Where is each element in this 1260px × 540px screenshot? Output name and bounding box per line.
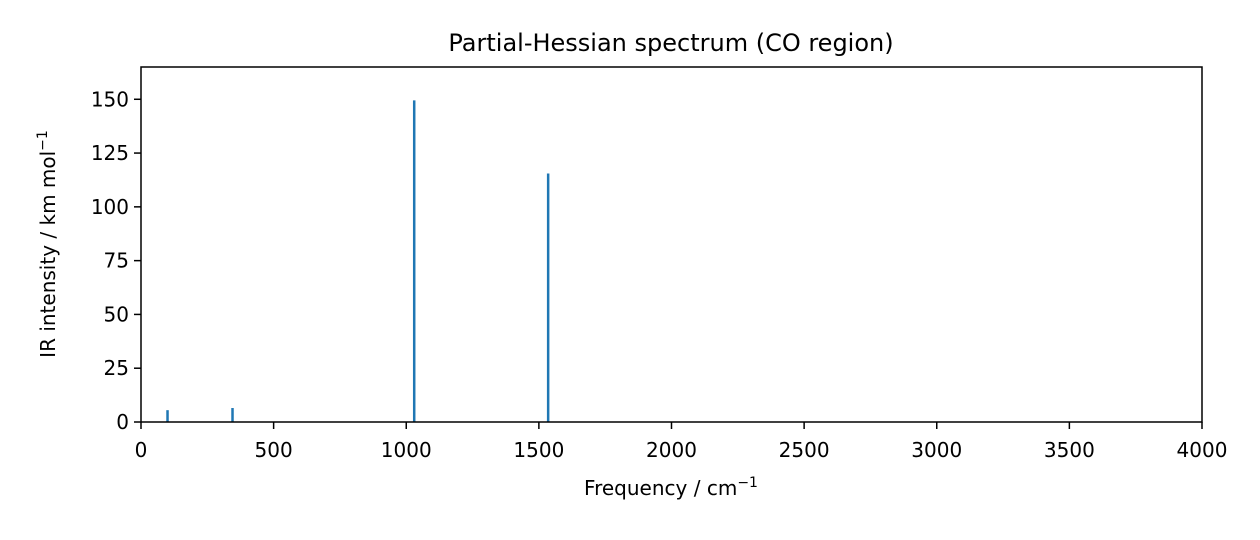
y-tick-label: 0 bbox=[116, 410, 129, 434]
y-axis-title: IR intensity / km mol−1 bbox=[35, 130, 60, 358]
y-tick-label: 125 bbox=[91, 141, 129, 165]
y-tick-label: 75 bbox=[104, 249, 129, 273]
x-tick-label: 500 bbox=[255, 438, 293, 462]
x-tick-label: 4000 bbox=[1177, 438, 1228, 462]
x-tick-label: 2500 bbox=[779, 438, 830, 462]
y-tick-label: 25 bbox=[104, 356, 129, 380]
x-tick-label: 3500 bbox=[1044, 438, 1095, 462]
x-tick-label: 1000 bbox=[381, 438, 432, 462]
x-tick-label: 3000 bbox=[911, 438, 962, 462]
x-tick-label: 2000 bbox=[646, 438, 697, 462]
y-tick-label: 150 bbox=[91, 87, 129, 111]
x-axis-ticks: 0 500 1000 1500 2000 2500 3000 3500 4000 bbox=[135, 422, 1228, 462]
x-axis-title: Frequency / cm−1 bbox=[584, 475, 758, 500]
y-axis-title-superscript: −1 bbox=[35, 130, 51, 151]
spectrum-bars bbox=[166, 100, 550, 422]
y-tick-label: 100 bbox=[91, 195, 129, 219]
x-axis-title-superscript: −1 bbox=[737, 475, 758, 491]
x-tick-label: 1500 bbox=[513, 438, 564, 462]
y-axis-title-text: IR intensity / km mol bbox=[36, 151, 60, 358]
y-tick-label: 50 bbox=[104, 302, 129, 326]
y-axis-ticks: 0 25 50 75 100 125 150 bbox=[91, 87, 141, 434]
x-tick-label: 0 bbox=[135, 438, 148, 462]
chart-title: Partial-Hessian spectrum (CO region) bbox=[448, 29, 893, 57]
x-axis-title-text: Frequency / cm bbox=[584, 476, 737, 500]
plot-area-frame bbox=[140, 66, 1203, 423]
